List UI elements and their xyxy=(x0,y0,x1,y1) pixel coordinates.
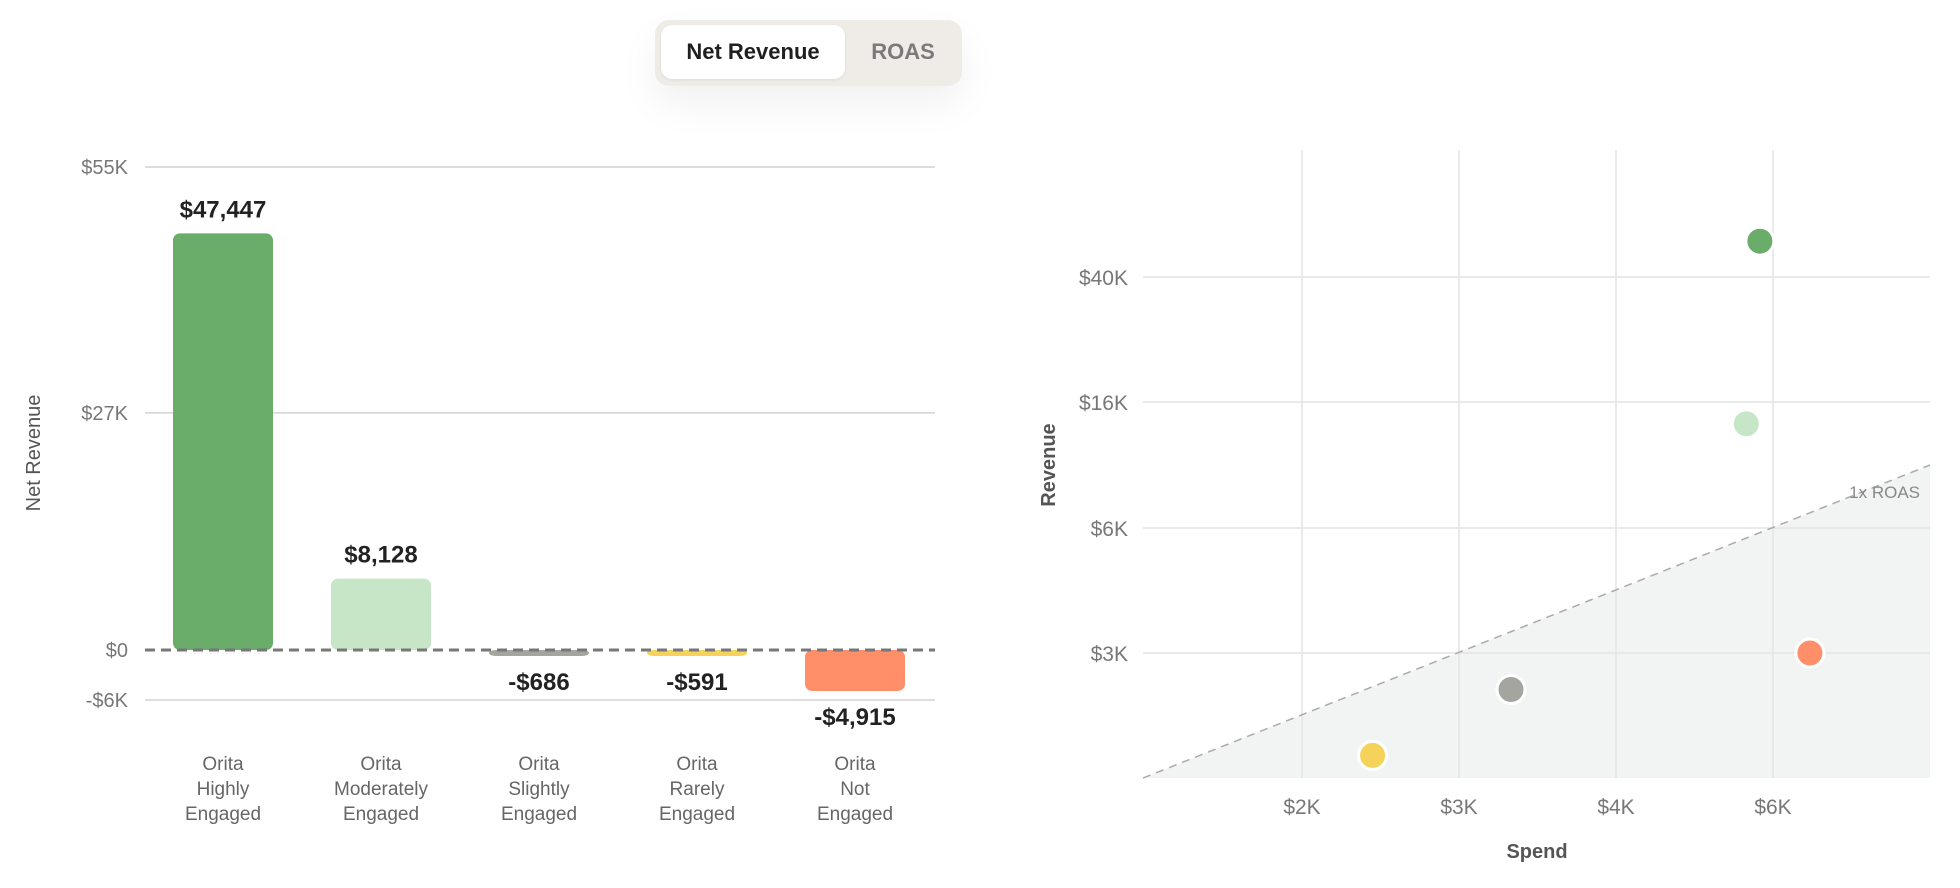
x-tick-label: Orita xyxy=(518,754,560,775)
y-axis-label: Revenue xyxy=(1038,423,1060,506)
x-tick-label: Rarely xyxy=(670,779,725,800)
x-tick-label: Engaged xyxy=(185,804,261,825)
x-tick-label: Slightly xyxy=(508,779,570,800)
scatter-point[interactable] xyxy=(1495,674,1527,706)
scatter-point[interactable] xyxy=(1730,408,1762,440)
toggle-roas[interactable]: ROAS xyxy=(871,39,935,64)
x-tick-label: Orita xyxy=(202,754,244,775)
x-axis-label: Spend xyxy=(1506,841,1567,863)
value-label: -$686 xyxy=(508,669,569,696)
x-tick-label: Orita xyxy=(360,754,402,775)
y-tick-label: $0 xyxy=(106,640,128,662)
value-label: -$591 xyxy=(666,669,727,696)
value-label: $8,128 xyxy=(344,542,417,569)
value-label: -$4,915 xyxy=(814,704,895,731)
x-tick-label: Engaged xyxy=(343,804,419,825)
x-tick-label: Engaged xyxy=(501,804,577,825)
bar[interactable] xyxy=(173,233,273,650)
x-tick-label: Engaged xyxy=(659,804,735,825)
scatter-point[interactable] xyxy=(1794,637,1826,669)
y-axis-label: Net Revenue xyxy=(23,395,45,512)
x-tick-label: $3K xyxy=(1440,796,1477,819)
y-tick-label: $40K xyxy=(1079,267,1128,290)
scatter-point[interactable] xyxy=(1357,739,1389,771)
toggle-net-revenue[interactable]: Net Revenue xyxy=(661,25,845,79)
x-tick-label: $2K xyxy=(1283,796,1320,819)
roas-reference-line xyxy=(1142,464,1931,779)
x-tick-label: Moderately xyxy=(334,779,428,800)
y-tick-label: $27K xyxy=(81,403,128,425)
y-tick-label: $16K xyxy=(1079,392,1128,415)
bar[interactable] xyxy=(805,650,905,691)
bar[interactable] xyxy=(331,578,431,650)
y-tick-label: $6K xyxy=(1091,518,1128,541)
scatter-point[interactable] xyxy=(1744,225,1776,257)
y-tick-label: -$6K xyxy=(86,690,129,712)
net-revenue-bar-chart: $55K $27K $0 -$6K Net Revenue $47,447 Orita Hig… xyxy=(23,157,935,825)
y-tick-label: $3K xyxy=(1091,643,1128,666)
x-tick-label: Orita xyxy=(834,754,876,775)
x-tick-label: $4K xyxy=(1597,796,1634,819)
x-tick-label: Highly xyxy=(197,779,250,800)
metric-toggle: Net Revenue ROAS xyxy=(655,20,962,86)
x-tick-label: Orita xyxy=(676,754,718,775)
x-tick-label: $6K xyxy=(1754,796,1791,819)
x-tick-label: Not xyxy=(840,779,870,800)
value-label: $47,447 xyxy=(180,196,267,223)
roas-reference-label: 1x ROAS xyxy=(1849,483,1920,502)
spend-revenue-scatter-chart: 1x ROAS $2K $3K $4K $6K $3K $6K $16K $40K Spend Re… xyxy=(1038,150,1931,863)
x-tick-label: Engaged xyxy=(817,804,893,825)
y-tick-label: $55K xyxy=(81,157,128,179)
